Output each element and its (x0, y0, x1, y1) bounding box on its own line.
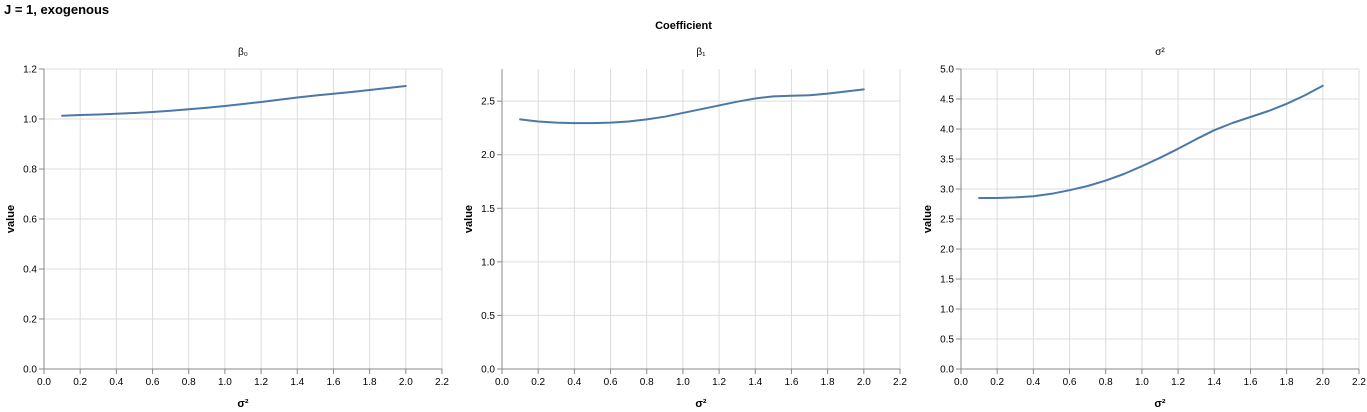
x-tick-label: 2.0 (857, 377, 871, 388)
x-tick-label: 2.0 (1316, 377, 1330, 388)
x-tick-label: 1.6 (327, 377, 341, 388)
x-tick-label: 0.8 (1099, 377, 1113, 388)
y-tick-label: 1.5 (481, 204, 495, 215)
y-tick-label: 0.5 (481, 311, 495, 322)
x-tick-label: 1.2 (1171, 377, 1185, 388)
x-tick-label: 1.6 (1244, 377, 1258, 388)
x-tick-label: 0.6 (1063, 377, 1077, 388)
y-tick-label: 1.0 (481, 257, 495, 268)
y-tick-label: 2.5 (481, 97, 495, 108)
x-tick-label: 1.8 (821, 377, 835, 388)
y-tick-label: 2.5 (940, 215, 954, 226)
y-tick-label: 0.0 (23, 365, 37, 376)
y-axis-label: value (5, 205, 17, 233)
x-tick-label: 2.2 (893, 377, 907, 388)
panel-title: β₀ (238, 47, 248, 58)
x-tick-label: 0.4 (567, 377, 581, 388)
y-tick-label: 3.0 (940, 185, 954, 196)
y-tick-label: 0.4 (23, 265, 37, 276)
x-tick-label: 1.2 (712, 377, 726, 388)
x-tick-label: 0.0 (37, 377, 51, 388)
x-tick-label: 2.2 (1352, 377, 1366, 388)
x-tick-label: 1.4 (1207, 377, 1221, 388)
y-tick-label: 1.5 (940, 275, 954, 286)
y-tick-label: 0.0 (481, 365, 495, 376)
x-tick-label: 0.0 (954, 377, 968, 388)
x-tick-label: 1.2 (254, 377, 268, 388)
x-tick-label: 0.8 (182, 377, 196, 388)
x-axis-label: σ² (237, 398, 249, 410)
x-tick-label: 1.0 (676, 377, 690, 388)
facet-header: Coefficient (655, 20, 712, 32)
y-tick-label: 2.0 (940, 245, 954, 256)
x-tick-label: 1.4 (290, 377, 304, 388)
y-tick-label: 5.0 (940, 65, 954, 76)
panel-title: σ² (1155, 47, 1165, 58)
y-tick-label: 3.5 (940, 155, 954, 166)
x-axis-label: σ² (695, 398, 707, 410)
y-tick-label: 0.0 (940, 365, 954, 376)
x-tick-label: 0.6 (146, 377, 160, 388)
y-axis-label: value (463, 205, 475, 233)
y-tick-label: 4.0 (940, 125, 954, 136)
y-tick-label: 0.6 (23, 215, 37, 226)
x-tick-label: 1.0 (218, 377, 232, 388)
y-axis-label: value (922, 205, 934, 233)
x-tick-label: 0.2 (990, 377, 1004, 388)
x-tick-label: 0.2 (73, 377, 87, 388)
x-tick-label: 0.4 (1026, 377, 1040, 388)
panel-2: 0.0 0.2 0.4 0.6 0.8 1.0 1.2 1.4 1.6 1.8 2.0 2.2 0.0 0… (922, 47, 1366, 410)
x-tick-label: 2.0 (399, 377, 413, 388)
y-tick-label: 0.5 (940, 335, 954, 346)
x-tick-label: 1.0 (1135, 377, 1149, 388)
y-tick-label: 0.8 (23, 165, 37, 176)
x-tick-label: 1.4 (748, 377, 762, 388)
series-line (978, 84, 1324, 199)
y-tick-label: 0.2 (23, 315, 37, 326)
y-tick-label: 4.5 (940, 95, 954, 106)
panel-0: 0.0 0.2 0.4 0.6 0.8 1.0 1.2 1.4 1.6 1.8 2.0 2.2 0.0 0… (5, 47, 449, 410)
x-tick-label: 0.2 (531, 377, 545, 388)
x-tick-label: 2.2 (435, 377, 449, 388)
x-tick-label: 1.8 (1280, 377, 1294, 388)
panel-1: 0.0 0.2 0.4 0.6 0.8 1.0 1.2 1.4 1.6 1.8 2.0 2.2 0.0 0… (463, 47, 907, 410)
y-tick-label: 1.2 (23, 65, 37, 76)
x-tick-label: 0.0 (495, 377, 509, 388)
x-axis-label: σ² (1154, 398, 1166, 410)
series-line (61, 85, 407, 117)
chart-main-title: J = 1, exogenous (4, 2, 110, 17)
x-tick-label: 1.8 (363, 377, 377, 388)
series-line (519, 88, 865, 125)
x-tick-label: 0.6 (604, 377, 618, 388)
x-tick-label: 0.8 (640, 377, 654, 388)
panel-title: β₁ (696, 47, 706, 58)
x-tick-label: 0.4 (109, 377, 123, 388)
y-tick-label: 1.0 (23, 115, 37, 126)
y-tick-label: 1.0 (940, 305, 954, 316)
x-tick-label: 1.6 (785, 377, 799, 388)
y-tick-label: 2.0 (481, 150, 495, 161)
